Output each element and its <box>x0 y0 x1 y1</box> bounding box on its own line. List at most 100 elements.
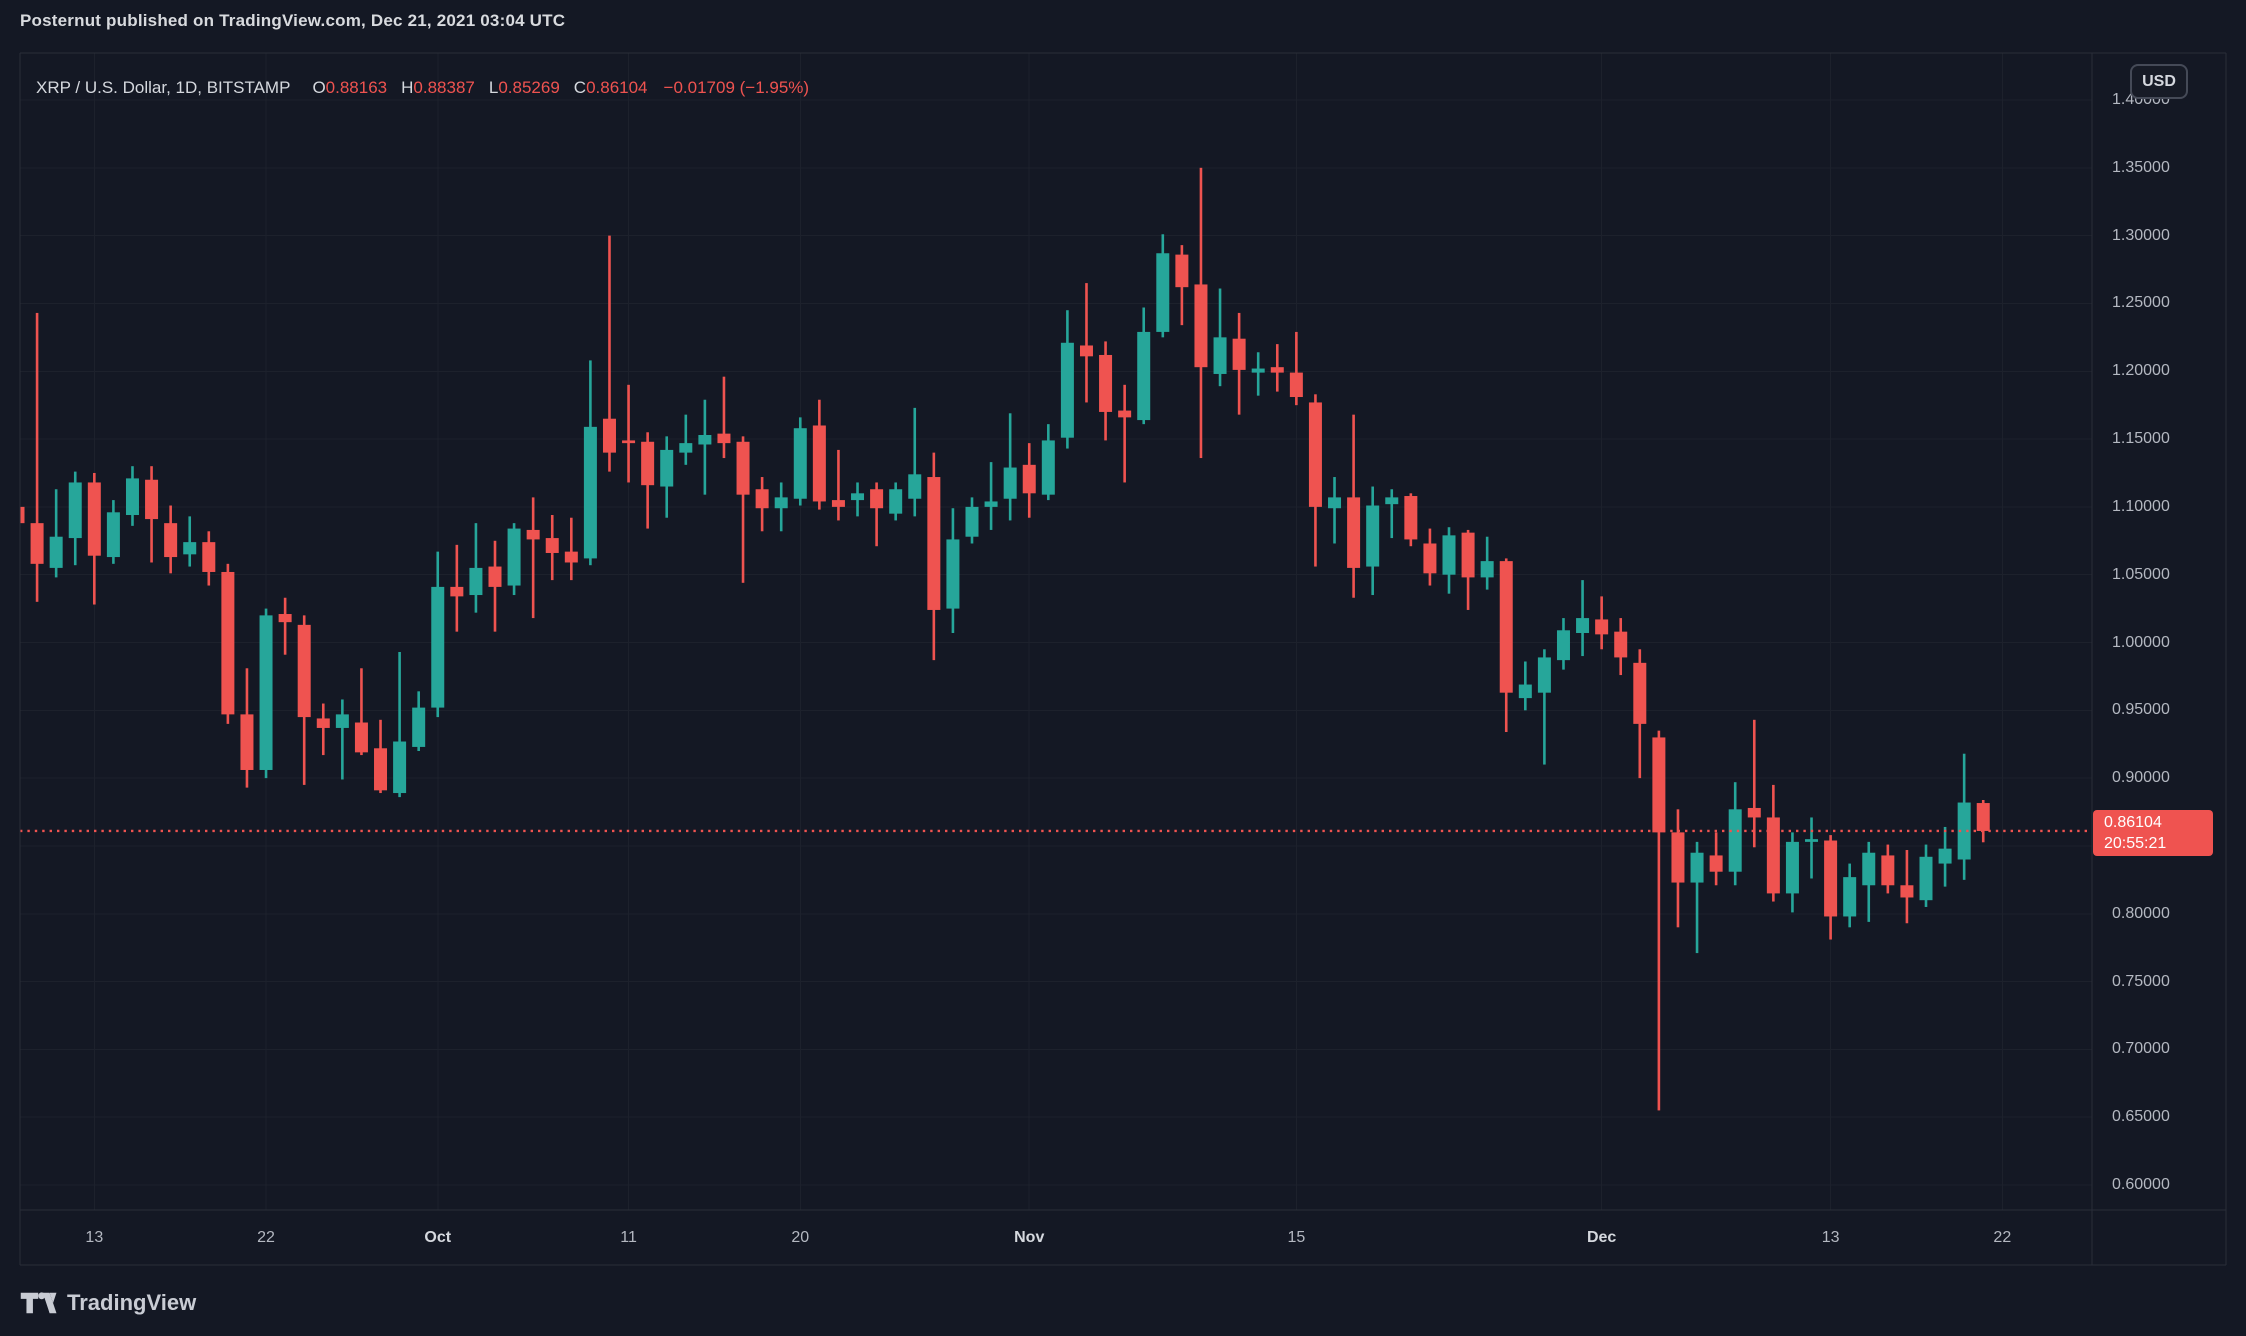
candle <box>1862 841 1876 922</box>
candle <box>851 482 865 517</box>
candle <box>1366 486 1380 596</box>
candle <box>1518 661 1532 711</box>
candle <box>316 703 330 756</box>
candle <box>755 477 769 532</box>
close-label: C <box>573 78 587 97</box>
low-label: L <box>488 78 499 97</box>
candle <box>564 517 578 581</box>
open-value: 0.88163 <box>325 78 388 97</box>
candle <box>1060 310 1074 449</box>
price-tick-label: 0.75000 <box>2112 972 2170 990</box>
candle <box>1957 753 1971 880</box>
candle <box>1079 283 1093 403</box>
candle <box>145 466 159 563</box>
candle <box>1156 234 1170 338</box>
price-tick-label: 0.90000 <box>2112 769 2170 787</box>
price-tick-label: 1.05000 <box>2112 565 2170 583</box>
candle <box>812 399 826 510</box>
candle <box>1308 394 1322 567</box>
change-value: −0.01709 (−1.95%) <box>663 78 810 97</box>
candle <box>641 432 655 529</box>
candle <box>183 516 197 567</box>
time-tick-label: 22 <box>257 1229 275 1246</box>
candle-countdown: 20:55:21 <box>2104 835 2167 852</box>
candle <box>1595 596 1609 650</box>
attribution-text: Posternut published on TradingView.com, … <box>20 11 566 30</box>
symbol-title[interactable]: XRP / U.S. Dollar, 1D, BITSTAMP <box>36 78 291 97</box>
candle <box>927 452 941 661</box>
candle <box>1289 331 1303 406</box>
candle <box>717 376 731 459</box>
candle <box>1003 413 1017 521</box>
low-value: 0.85269 <box>498 78 560 97</box>
candle <box>1385 489 1399 539</box>
candle <box>297 615 311 785</box>
price-tick-label: 0.60000 <box>2112 1176 2170 1193</box>
candle <box>164 505 178 574</box>
candle <box>221 563 235 724</box>
candle <box>1041 424 1055 501</box>
candle <box>889 482 903 521</box>
candle <box>1556 618 1570 670</box>
candle <box>1766 784 1780 902</box>
price-tick-label: 0.65000 <box>2112 1108 2170 1126</box>
candle <box>870 482 884 547</box>
candle <box>68 471 82 566</box>
candle <box>507 523 521 596</box>
high-value: 0.88387 <box>413 78 475 97</box>
candle <box>736 436 750 583</box>
price-tick-label: 0.95000 <box>2112 701 2170 719</box>
candle <box>1938 826 1952 887</box>
candle <box>965 497 979 544</box>
candle <box>660 436 674 518</box>
candle <box>374 719 388 794</box>
candle <box>1576 580 1590 657</box>
tradingview-logo-text: TradingView <box>67 1290 197 1315</box>
gridlines <box>20 53 2092 1210</box>
candle <box>49 489 63 578</box>
candle <box>1900 850 1914 924</box>
candle <box>679 414 693 465</box>
price-tick-label: 0.70000 <box>2112 1040 2170 1058</box>
candle <box>450 544 464 632</box>
tradingview-logo-icon <box>20 1292 57 1314</box>
last-price-marker: 0.86104 20:55:21 <box>2093 810 2213 856</box>
candle <box>412 691 426 751</box>
candle <box>698 399 712 495</box>
candle <box>259 608 273 779</box>
tradingview-logo[interactable]: TradingView <box>20 1288 196 1318</box>
chart-frame <box>19 52 2227 1266</box>
candle <box>1919 844 1933 907</box>
price-tick-label: 0.80000 <box>2112 904 2170 922</box>
candle <box>1843 863 1857 928</box>
price-tick-label: 1.10000 <box>2112 497 2170 515</box>
candle <box>1881 844 1895 894</box>
candle <box>1194 167 1208 459</box>
candle <box>1232 312 1246 415</box>
currency-toggle-button[interactable]: USD <box>2130 64 2188 99</box>
candle <box>354 668 368 756</box>
time-tick-label: 13 <box>1821 1229 1840 1246</box>
candle <box>1137 307 1151 425</box>
candle <box>1805 817 1819 879</box>
price-tick-label: 1.35000 <box>2112 158 2170 176</box>
candle <box>793 417 807 506</box>
candle <box>1423 528 1437 586</box>
candle <box>1328 477 1342 544</box>
candle <box>831 449 845 521</box>
candle <box>1213 288 1227 387</box>
close-value: 0.86104 <box>586 78 648 97</box>
candle <box>1671 809 1685 928</box>
candle <box>1099 341 1113 441</box>
candle <box>106 500 120 564</box>
time-tick-label: Dec <box>1586 1229 1617 1246</box>
candle <box>946 508 960 634</box>
candle <box>335 699 349 780</box>
candle <box>1499 558 1513 733</box>
time-tick-label: Oct <box>424 1229 452 1246</box>
candle <box>1461 529 1475 610</box>
time-tick-label: 13 <box>85 1229 104 1246</box>
candle <box>1709 832 1723 886</box>
candle <box>393 651 407 798</box>
